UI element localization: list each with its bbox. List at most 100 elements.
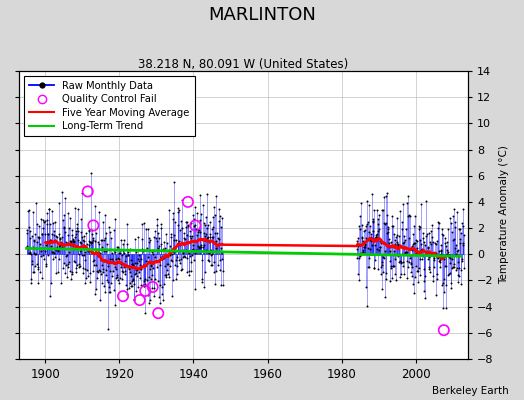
Point <box>406 252 414 258</box>
Point <box>187 268 195 275</box>
Point <box>412 237 420 243</box>
Point <box>454 279 462 286</box>
Point <box>426 250 434 256</box>
Point <box>93 268 102 274</box>
Point <box>60 224 68 230</box>
Point <box>184 222 192 228</box>
Point <box>199 244 207 250</box>
Point <box>195 244 203 250</box>
Point <box>425 239 434 246</box>
Point <box>172 271 181 277</box>
Point <box>396 258 404 264</box>
Point <box>366 223 375 230</box>
Point <box>426 269 434 276</box>
Point <box>133 272 141 279</box>
Point <box>67 237 75 244</box>
Point <box>25 250 34 256</box>
Point <box>375 226 383 232</box>
Point <box>414 251 422 258</box>
Point <box>116 274 124 281</box>
Point <box>397 260 406 266</box>
Point <box>373 220 381 227</box>
Point <box>186 252 194 259</box>
Point <box>140 282 148 289</box>
Point <box>23 226 31 233</box>
Point <box>112 274 120 281</box>
Point <box>189 242 197 248</box>
Point <box>205 238 213 245</box>
Point <box>458 256 466 263</box>
Point <box>398 259 407 266</box>
Point <box>60 260 68 266</box>
Point <box>98 280 106 287</box>
Point <box>152 216 161 222</box>
Point <box>206 234 214 240</box>
Point <box>26 249 34 256</box>
Point <box>456 230 465 236</box>
Point <box>144 254 152 260</box>
Point <box>30 236 39 243</box>
Point <box>95 296 104 303</box>
Point <box>173 263 181 270</box>
Point <box>456 226 464 233</box>
Point <box>450 264 458 270</box>
Point <box>389 247 398 254</box>
Point <box>105 224 113 230</box>
Point <box>96 268 104 274</box>
Point <box>433 219 442 225</box>
Point <box>128 277 137 283</box>
Point <box>119 247 128 254</box>
Point <box>143 245 151 251</box>
Point <box>54 243 63 249</box>
Point <box>365 255 374 261</box>
Point <box>160 239 168 245</box>
Point <box>409 290 418 296</box>
Point <box>163 252 172 258</box>
Point <box>136 262 144 268</box>
Point <box>420 278 428 284</box>
Point <box>362 223 370 229</box>
Point <box>81 280 90 286</box>
Point <box>35 235 43 241</box>
Point <box>177 266 185 273</box>
Point <box>203 235 211 242</box>
Point <box>80 252 88 258</box>
Point <box>110 227 118 234</box>
Point <box>49 219 58 226</box>
Point <box>53 239 61 245</box>
Point <box>190 222 199 229</box>
Point <box>454 271 463 278</box>
Point <box>47 280 56 286</box>
Point <box>211 280 219 287</box>
Point <box>388 213 396 220</box>
Point <box>147 262 155 269</box>
Point <box>180 253 188 259</box>
Point <box>63 274 71 280</box>
Point <box>416 236 424 243</box>
Point <box>441 235 449 242</box>
Point <box>161 263 169 269</box>
Point <box>376 244 384 250</box>
Point <box>443 247 451 254</box>
Point <box>381 248 389 254</box>
Point <box>409 241 417 247</box>
Point <box>373 246 381 252</box>
Point <box>455 226 463 232</box>
Point <box>26 249 35 256</box>
Point <box>187 220 195 226</box>
Point <box>31 245 40 251</box>
Point <box>214 262 223 268</box>
Point <box>97 271 105 278</box>
Point <box>360 227 368 234</box>
Point <box>124 252 133 259</box>
Point <box>151 228 159 234</box>
Point <box>422 232 431 239</box>
Point <box>161 274 170 280</box>
Point <box>183 218 191 225</box>
Point <box>437 251 445 257</box>
Point <box>408 247 416 253</box>
Point <box>181 247 190 253</box>
Point <box>111 302 119 308</box>
Point <box>200 242 208 248</box>
Point <box>212 238 220 244</box>
